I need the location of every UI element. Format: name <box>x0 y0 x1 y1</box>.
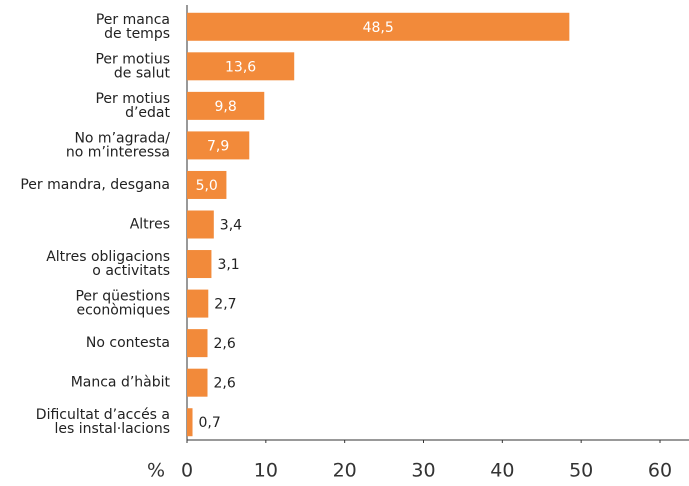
value-label: 2,6 <box>213 376 235 392</box>
bar <box>187 170 227 199</box>
value-label: 0,7 <box>199 415 221 431</box>
value-label: 9,8 <box>214 99 236 115</box>
bar <box>187 131 250 160</box>
x-tick-label: 60 <box>648 460 672 482</box>
x-tick-label: 20 <box>333 460 357 482</box>
bar <box>187 91 265 120</box>
value-label: 2,6 <box>213 336 235 352</box>
x-tick-label: 50 <box>569 460 593 482</box>
y-tick-label: Per motius d’edat <box>95 91 170 121</box>
bar <box>187 408 193 437</box>
value-label: 13,6 <box>225 59 256 75</box>
y-tick-label: No m’agrada/no m’interessa <box>66 130 170 160</box>
y-tick-label: Per mandra, desgana <box>20 177 170 193</box>
value-label: 3,4 <box>220 218 242 234</box>
bar <box>187 329 208 358</box>
bar <box>187 368 208 397</box>
x-tick-label: 0 <box>181 460 193 482</box>
value-label: 3,1 <box>217 257 239 273</box>
bar <box>187 250 212 279</box>
y-tick-label: Per manca de temps <box>96 12 170 42</box>
x-tick-label: 40 <box>490 460 514 482</box>
x-tick-label: 30 <box>411 460 435 482</box>
value-label: 7,9 <box>207 138 229 154</box>
bar <box>187 210 214 239</box>
y-tick-label: Per qüestions econòmiques <box>75 289 170 319</box>
value-label: 2,7 <box>214 297 236 313</box>
x-axis-label: % <box>147 460 165 482</box>
value-label: 48,5 <box>363 20 394 36</box>
bar <box>187 12 570 41</box>
bar <box>187 52 295 81</box>
y-tick-label: Altres <box>130 217 170 233</box>
x-tick-label: 10 <box>254 460 278 482</box>
bar <box>187 289 209 318</box>
y-tick-label: Altres obligacions o activitats <box>46 249 170 279</box>
y-tick-label: No contesta <box>86 335 170 351</box>
y-tick-label: Manca d’hàbit <box>71 375 171 391</box>
y-tick-label: Per motius de salut <box>95 51 170 81</box>
value-label: 5,0 <box>196 178 218 194</box>
y-tick-label: Dificultat d’accés a les instal·lacions <box>36 407 170 437</box>
